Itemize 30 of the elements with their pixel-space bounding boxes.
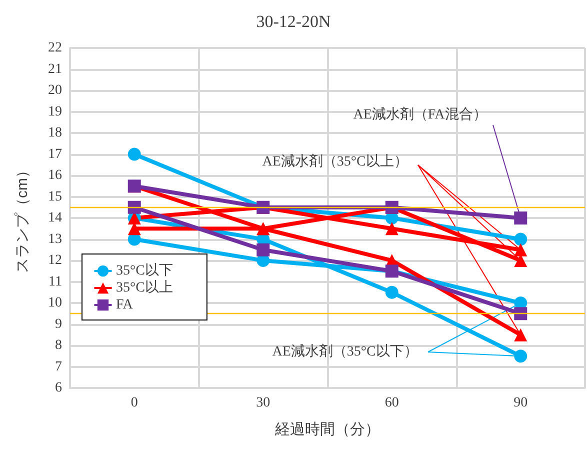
y-tick-label: 12 bbox=[48, 253, 62, 268]
y-tick-label: 10 bbox=[48, 296, 62, 310]
x-tick-label: 60 bbox=[384, 396, 399, 410]
y-tick-label: 14 bbox=[48, 210, 62, 226]
x-tick-label: 90 bbox=[514, 396, 528, 410]
y-tick-label: 11 bbox=[48, 274, 62, 290]
y-axis-title: スランプ（cm） bbox=[14, 163, 31, 273]
y-tick-label: 18 bbox=[48, 126, 62, 140]
y-tick-label: 21 bbox=[48, 62, 62, 77]
annotation: AE減水剤（FA混合） bbox=[353, 106, 487, 122]
y-tick-label: 9 bbox=[55, 316, 62, 332]
y-tick-label: 20 bbox=[48, 83, 62, 98]
y-tick-label: 15 bbox=[48, 189, 62, 204]
y-tick-label: 17 bbox=[48, 146, 62, 162]
y-tick-label: 13 bbox=[48, 232, 62, 247]
y-tick-label: 16 bbox=[48, 168, 62, 183]
y-tick-label: 22 bbox=[48, 40, 62, 56]
y-tick-label: 6 bbox=[55, 380, 62, 396]
annotation: AE減水剤（35°C以上） bbox=[262, 154, 408, 170]
legend-label: FA bbox=[116, 298, 134, 312]
legend-label: 35°C以上 bbox=[116, 280, 173, 296]
y-tick-label: 7 bbox=[55, 359, 62, 374]
x-tick-label: 0 bbox=[130, 396, 138, 410]
y-tick-label: 19 bbox=[48, 104, 62, 120]
y-tick-label: 8 bbox=[55, 338, 62, 353]
chart-title: 30-12-20N bbox=[256, 12, 331, 31]
legend-label: 35°C以下 bbox=[116, 262, 173, 278]
x-tick-label: 30 bbox=[256, 396, 270, 410]
annotation: AE減水剤（35°C以下） bbox=[272, 344, 418, 360]
x-axis-title: 経過時間（分） bbox=[274, 421, 380, 438]
